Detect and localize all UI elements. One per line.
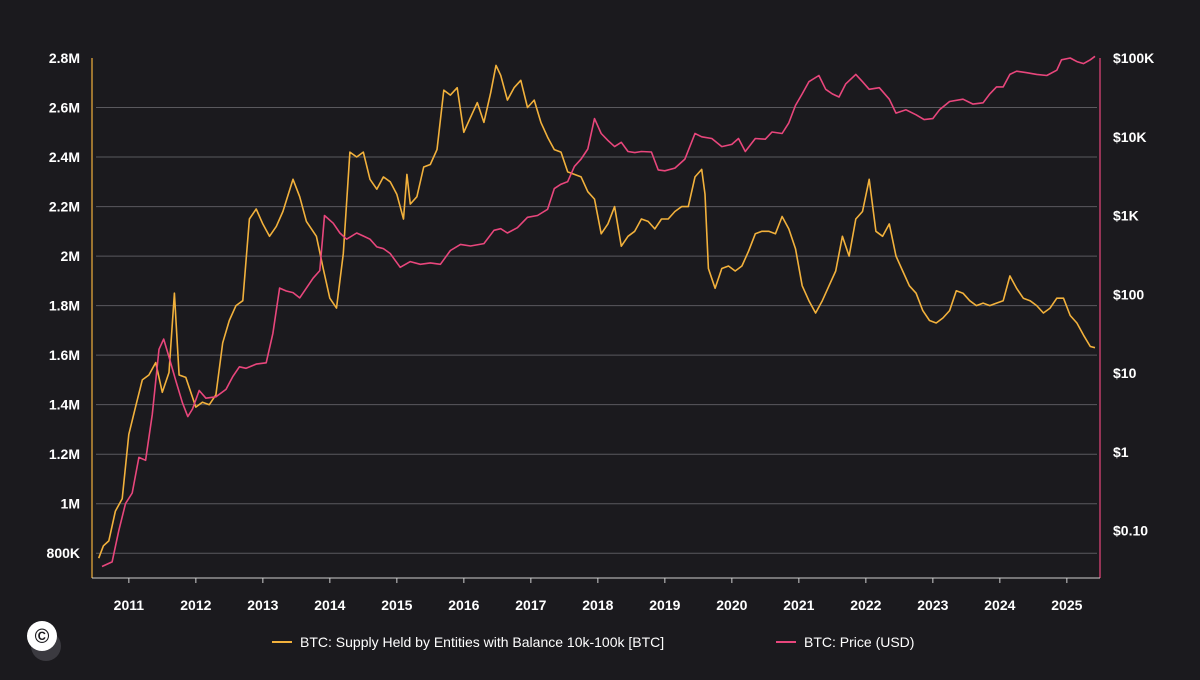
y-left-tick-label: 2.8M bbox=[49, 50, 80, 66]
y-right-tick-label: $1K bbox=[1113, 208, 1139, 224]
y-left-tick-label: 1.8M bbox=[49, 298, 80, 314]
x-tick-label: 2013 bbox=[247, 597, 278, 613]
y-right-tick-label: $10 bbox=[1113, 365, 1137, 381]
copyright-logo-icon: © bbox=[35, 626, 50, 648]
x-tick-label: 2018 bbox=[582, 597, 613, 613]
gridlines bbox=[96, 107, 1097, 554]
axes: 800K 1M 1.2M 1.4M 1.6M 1.8M 2M 2.2M 2.4M 2.6M 2.8M… bbox=[47, 50, 1155, 613]
y-left-tick-label: 2.6M bbox=[49, 100, 80, 116]
x-tick-label: 2011 bbox=[114, 597, 145, 613]
x-tick-label: 2024 bbox=[984, 597, 1015, 613]
y-left-tick-label: 1.6M bbox=[49, 347, 80, 363]
y-left-tick-label: 2M bbox=[61, 248, 80, 264]
y-left-tick-label: 2.4M bbox=[49, 149, 80, 165]
y-right-tick-label: $100K bbox=[1113, 50, 1154, 66]
x-tick-label: 2015 bbox=[381, 597, 412, 613]
y-right-tick-label: $100 bbox=[1113, 286, 1144, 302]
legend-label: BTC: Supply Held by Entities with Balanc… bbox=[300, 634, 664, 650]
x-tick-label: 2025 bbox=[1051, 597, 1082, 613]
legend: BTC: Supply Held by Entities with Balanc… bbox=[272, 634, 914, 650]
x-tick-label: 2014 bbox=[314, 597, 345, 613]
x-tick-label: 2022 bbox=[850, 597, 881, 613]
x-tick-label: 2021 bbox=[783, 597, 814, 613]
logo-circle bbox=[27, 621, 57, 651]
x-tick-label: 2012 bbox=[180, 597, 211, 613]
y-right-tick-label: $0.10 bbox=[1113, 523, 1148, 539]
x-tick-label: 2020 bbox=[716, 597, 747, 613]
x-tick-label: 2023 bbox=[917, 597, 948, 613]
brand-logo: © bbox=[27, 621, 61, 661]
series-lines bbox=[97, 55, 1096, 568]
x-tick-label: 2016 bbox=[448, 597, 479, 613]
y-left-tick-label: 1.2M bbox=[49, 446, 80, 462]
y-left-tick-label: 1M bbox=[61, 496, 80, 512]
y-right-tick-label: $1 bbox=[1113, 444, 1129, 460]
x-tick-label: 2017 bbox=[515, 597, 546, 613]
y-left-tick-label: 1.4M bbox=[49, 397, 80, 413]
supply-series-line bbox=[97, 64, 1096, 559]
legend-label: BTC: Price (USD) bbox=[804, 634, 914, 650]
price-series-line bbox=[101, 55, 1096, 568]
y-right-tick-label: $10K bbox=[1113, 129, 1146, 145]
x-tick-label: 2019 bbox=[649, 597, 680, 613]
y-left-tick-label: 800K bbox=[47, 545, 80, 561]
y-left-tick-label: 2.2M bbox=[49, 199, 80, 215]
